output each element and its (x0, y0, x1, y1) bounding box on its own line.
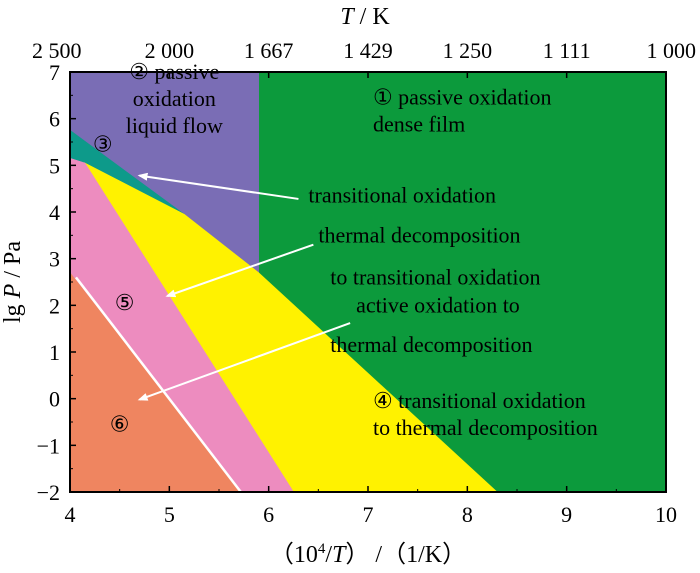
annotation-arrow-2 (165, 243, 314, 298)
annotation-1: transitional oxidation (308, 183, 496, 208)
y-tick-label--1: −1 (37, 433, 60, 458)
top-tick-label-2: 2 000 (145, 38, 195, 63)
x-tick-label-10: 10 (655, 502, 677, 527)
top-tick-label-6: 1 111 (543, 38, 591, 63)
top-tick-label-3: 1 667 (244, 38, 294, 63)
y-tick-label-1: 1 (49, 340, 60, 365)
annotation-2: thermal decomposition (318, 222, 520, 247)
circled-marker-3: ⑥ (110, 411, 130, 436)
top-tick-label-4: 1 429 (343, 38, 393, 63)
x-tick-label-5: 5 (164, 502, 175, 527)
annotation-5: thermal decomposition (330, 332, 532, 357)
top-tick-label-1: 2 500 (32, 38, 82, 63)
x-tick-label-7: 7 (363, 502, 374, 527)
y-tick-label-3: 3 (49, 247, 60, 272)
region-label-3-line-1: ④ transitional oxidation (373, 388, 586, 413)
annotation-arrow-1 (137, 172, 299, 200)
y-axis-title: lg P / Pa (0, 241, 26, 323)
x-tick-label-4: 4 (65, 502, 76, 527)
y-tick-label-7: 7 (49, 60, 60, 85)
plot-lines (74, 172, 351, 493)
y-tick-label-4: 4 (49, 200, 60, 225)
axis-ticks: 4 5 6 7 8 9 102 500 2 000 1 667 1 429 1 250 1 111 1 … (32, 38, 696, 527)
top-axis-title: T / K (340, 4, 390, 30)
region-label-3-line-2: to thermal decomposition (373, 415, 598, 440)
y-tick-label-6: 6 (49, 107, 60, 132)
x-tick-label-8: 8 (462, 502, 473, 527)
region-label-2-line-3: liquid flow (126, 113, 223, 138)
plot-regions (69, 71, 667, 493)
circled-marker-1: ③ (93, 131, 113, 156)
region-label-1-line-1: ① passive oxidation (373, 85, 552, 110)
y-tick-label-2: 2 (49, 293, 60, 318)
y-tick-label-5: 5 (49, 153, 60, 178)
axis-labels: T / K （104/T） /（1/K） lg P / Pa (0, 4, 466, 568)
annotation-4: active oxidation to (356, 292, 520, 317)
x-tick-label-6: 6 (263, 502, 274, 527)
x-axis-title: （104/T） /（1/K） (270, 541, 466, 568)
circled-marker-2: ⑤ (115, 290, 135, 315)
y-tick-label--2: −2 (37, 480, 60, 505)
boundary-line (74, 276, 242, 493)
region-label-2-line-2: oxidation (133, 86, 216, 111)
annotation-3: to transitional oxidation (330, 264, 540, 289)
top-tick-label-7: 1 000 (647, 38, 697, 63)
y-tick-label-0: 0 (49, 387, 60, 412)
annotation-arrow-4 (137, 322, 351, 401)
x-tick-label-9: 9 (561, 502, 572, 527)
region-label-1-line-2: dense film (373, 112, 465, 137)
top-tick-label-5: 1 250 (443, 38, 493, 63)
